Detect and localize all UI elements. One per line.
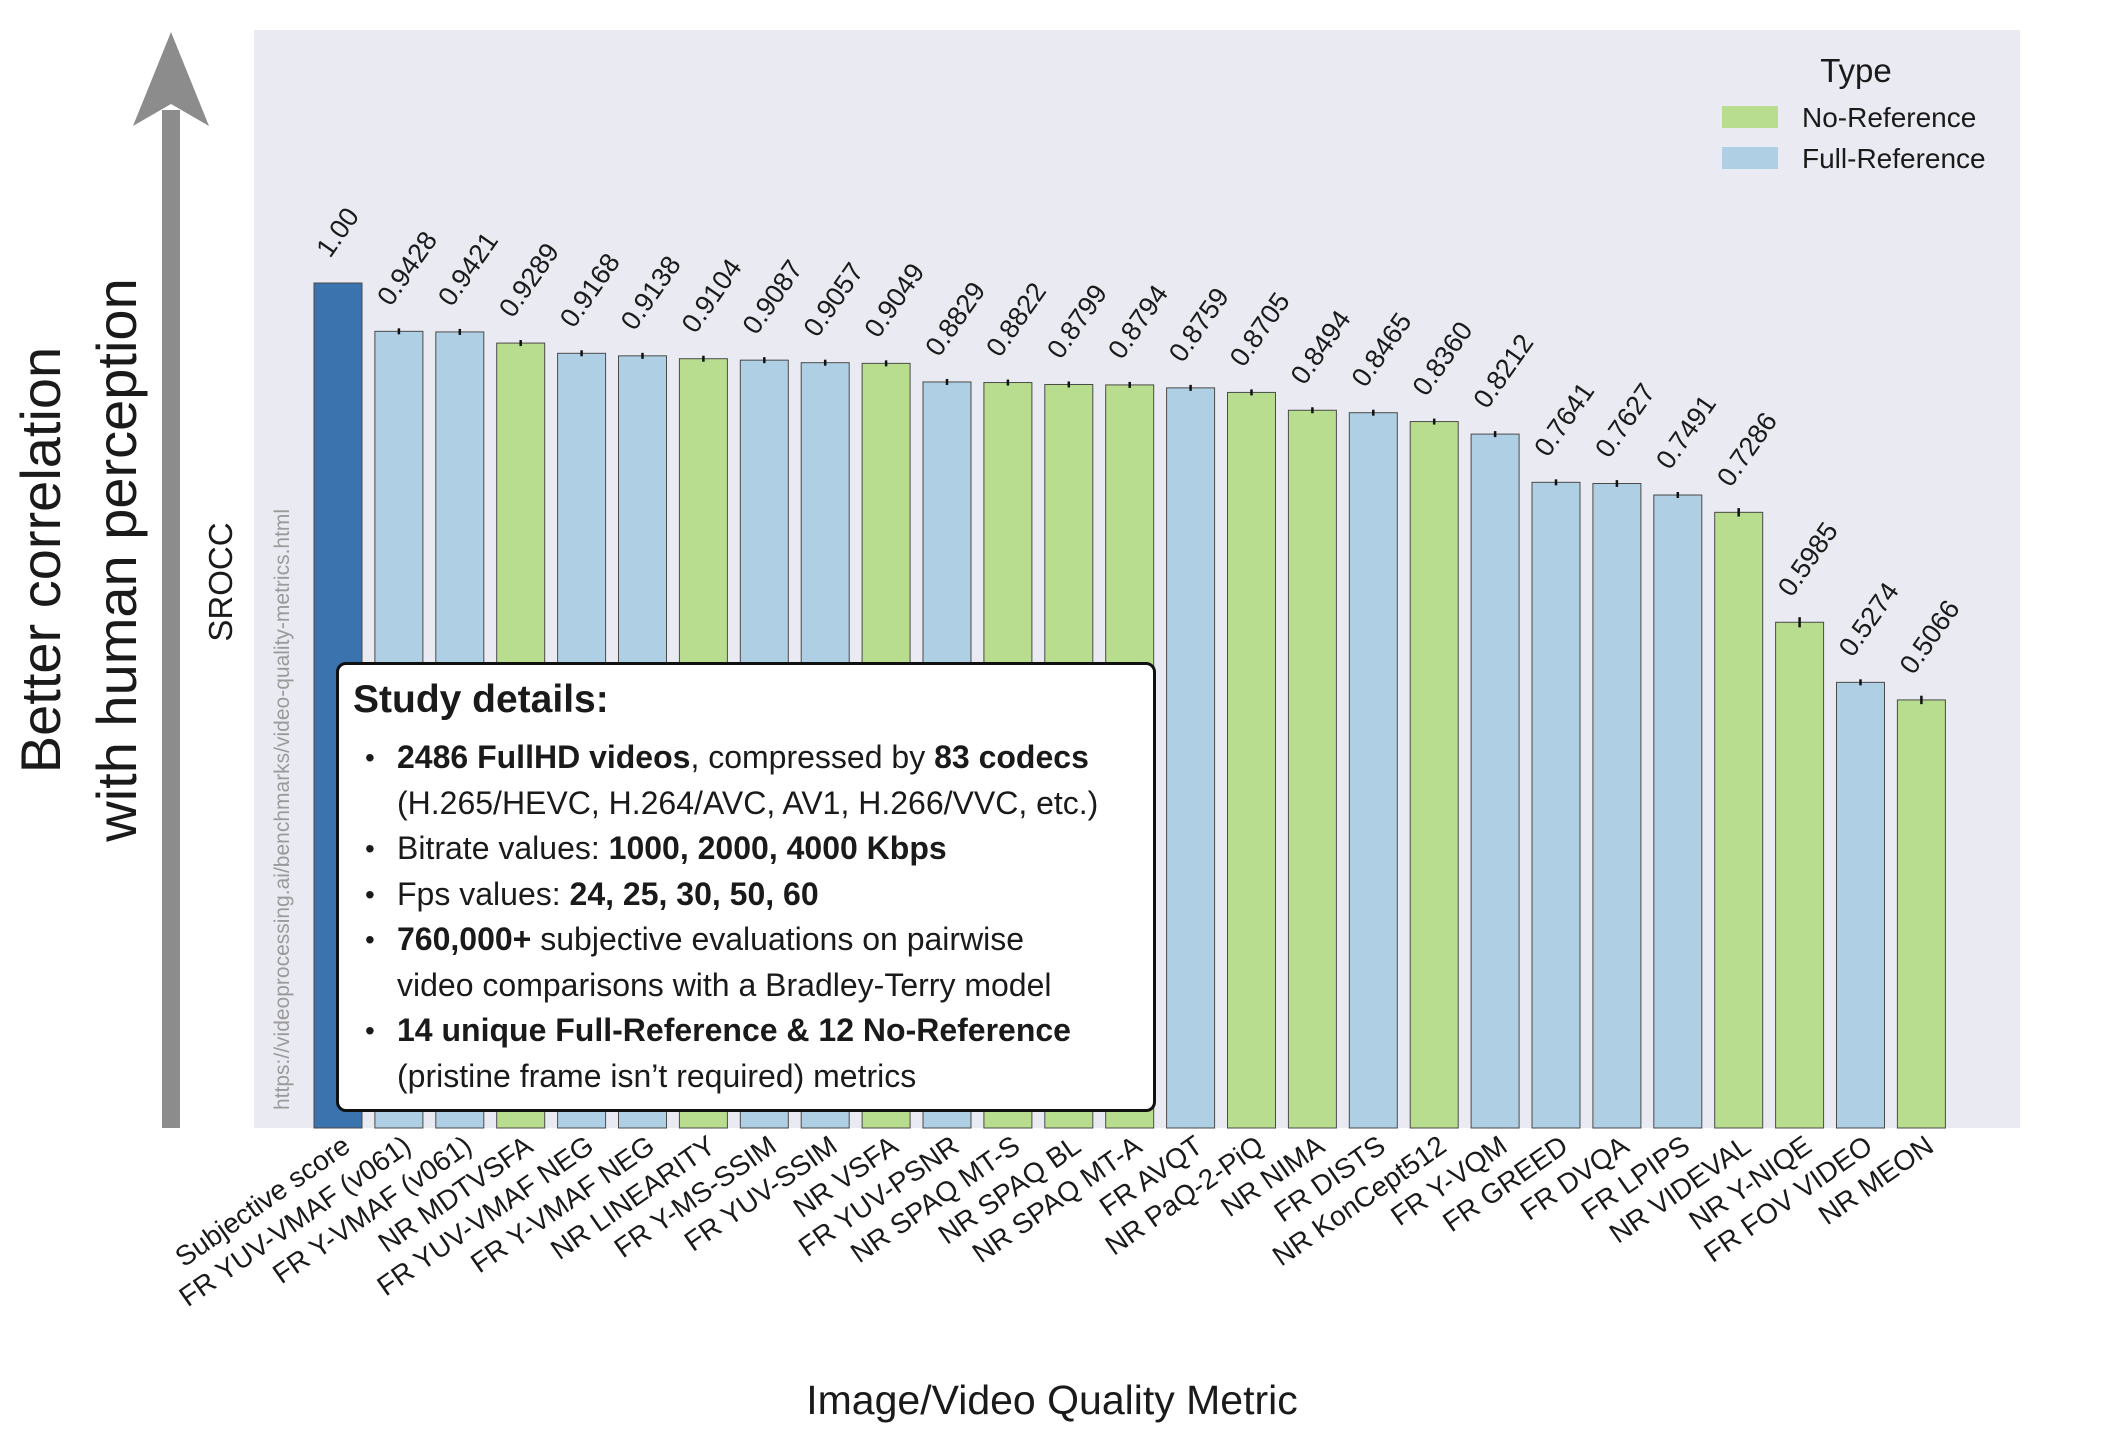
study-detail-text: (pristine frame isn’t required) metrics <box>397 1057 917 1094</box>
study-detail-item: • 2486 FullHD videos, compressed by 83 co… <box>347 735 1153 826</box>
arrow-up-icon <box>133 32 209 1128</box>
bar-fr-greed <box>1531 481 1581 1129</box>
bullet-icon: • <box>365 1015 375 1046</box>
study-detail-bold-text: 14 unique Full-Reference & 12 No-Referen… <box>397 1012 1071 1048</box>
study-detail-bold-text: 1000, 2000, 4000 Kbps <box>608 830 947 866</box>
study-detail-text: (H.265/HEVC, H.264/AVC, AV1, H.266/VVC, … <box>397 784 1099 821</box>
study-detail-text: , compressed by <box>690 739 935 775</box>
bar-nr-videval <box>1714 511 1764 1129</box>
study-detail-bold-text: 83 codecs <box>934 739 1089 775</box>
bar-fr-y-vqm <box>1470 433 1520 1129</box>
bullet-icon: • <box>365 878 375 910</box>
study-detail-text: Fps values: <box>397 875 570 912</box>
study-details-box: Study details: • 2486 FullHD videos, comp… <box>336 662 1156 1112</box>
bar-nr-meon <box>1896 699 1946 1129</box>
y-axis-label: SROCC <box>202 522 239 641</box>
study-detail-line: Fps values: 24, 25, 30, 50, 60 <box>397 872 1153 918</box>
bullet-icon: • <box>365 742 375 773</box>
bar-fr-lpips <box>1653 494 1703 1129</box>
study-detail-item: • Bitrate values: 1000, 2000, 4000 Kbps <box>347 826 1153 872</box>
study-detail-text: Bitrate values: <box>397 830 609 866</box>
bullet-icon: • <box>365 833 375 864</box>
bar-fr-fov-video <box>1836 681 1885 1129</box>
side-label-line-1: Better correlation <box>9 347 72 773</box>
bar-nr-paq-2-piq <box>1227 391 1276 1129</box>
bar-nr-koncept512 <box>1409 421 1459 1129</box>
study-detail-text: subjective evaluations on pairwise <box>531 921 1025 957</box>
study-detail-bold-text: 2486 FullHD videos <box>397 739 691 775</box>
study-detail-line: 760,000+ subjective evaluations on pairw… <box>397 917 1153 963</box>
study-detail-line: video comparisons with a Bradley-Terry m… <box>397 963 1153 1009</box>
study-detail-bold-text: 24, 25, 30, 50, 60 <box>569 875 819 912</box>
study-detail-line: Bitrate values: 1000, 2000, 4000 Kbps <box>397 826 1153 872</box>
study-detail-line: (pristine frame isn’t required) metrics <box>397 1054 1153 1100</box>
legend-title: Type <box>1820 52 1892 89</box>
study-detail-item: • 14 unique Full-Reference & 12 No-Refere… <box>347 1008 1153 1099</box>
bar-nr-y-niqe <box>1775 621 1825 1129</box>
study-detail-line: (H.265/HEVC, H.264/AVC, AV1, H.266/VVC, … <box>397 781 1153 827</box>
study-details-list: • 2486 FullHD videos, compressed by 83 co… <box>347 735 1153 1099</box>
bar-nr-nima <box>1287 409 1337 1129</box>
legend-label-full-reference: Full-Reference <box>1802 143 1986 174</box>
study-detail-bold-text: 760,000+ <box>397 921 532 957</box>
legend-label-no-reference: No-Reference <box>1802 102 1976 133</box>
side-label-line-2: with human perception <box>85 278 148 842</box>
study-detail-item: • Fps values: 24, 25, 30, 50, 60 <box>347 872 1153 918</box>
bar-fr-dists <box>1348 412 1398 1129</box>
watermark-url: https://videoprocessing.ai/benchmarks/vi… <box>271 509 294 1110</box>
study-detail-line: 2486 FullHD videos, compressed by 83 cod… <box>397 735 1153 781</box>
x-axis-label: Image/Video Quality Metric <box>806 1377 1297 1423</box>
legend: Type No-Reference Full-Reference <box>1722 52 1986 174</box>
bullet-icon: • <box>365 924 375 955</box>
study-detail-text: video comparisons with a Bradley-Terry m… <box>397 966 1052 1003</box>
legend-swatch-no-reference <box>1722 106 1778 128</box>
study-detail-item: • 760,000+ subjective evaluations on pair… <box>347 917 1153 1008</box>
legend-swatch-full-reference <box>1722 147 1778 169</box>
study-details-title: Study details: <box>353 678 609 721</box>
bar-fr-avqt <box>1166 387 1216 1129</box>
bar-fr-dvqa <box>1592 483 1642 1129</box>
study-detail-line: 14 unique Full-Reference & 12 No-Referen… <box>397 1008 1153 1054</box>
